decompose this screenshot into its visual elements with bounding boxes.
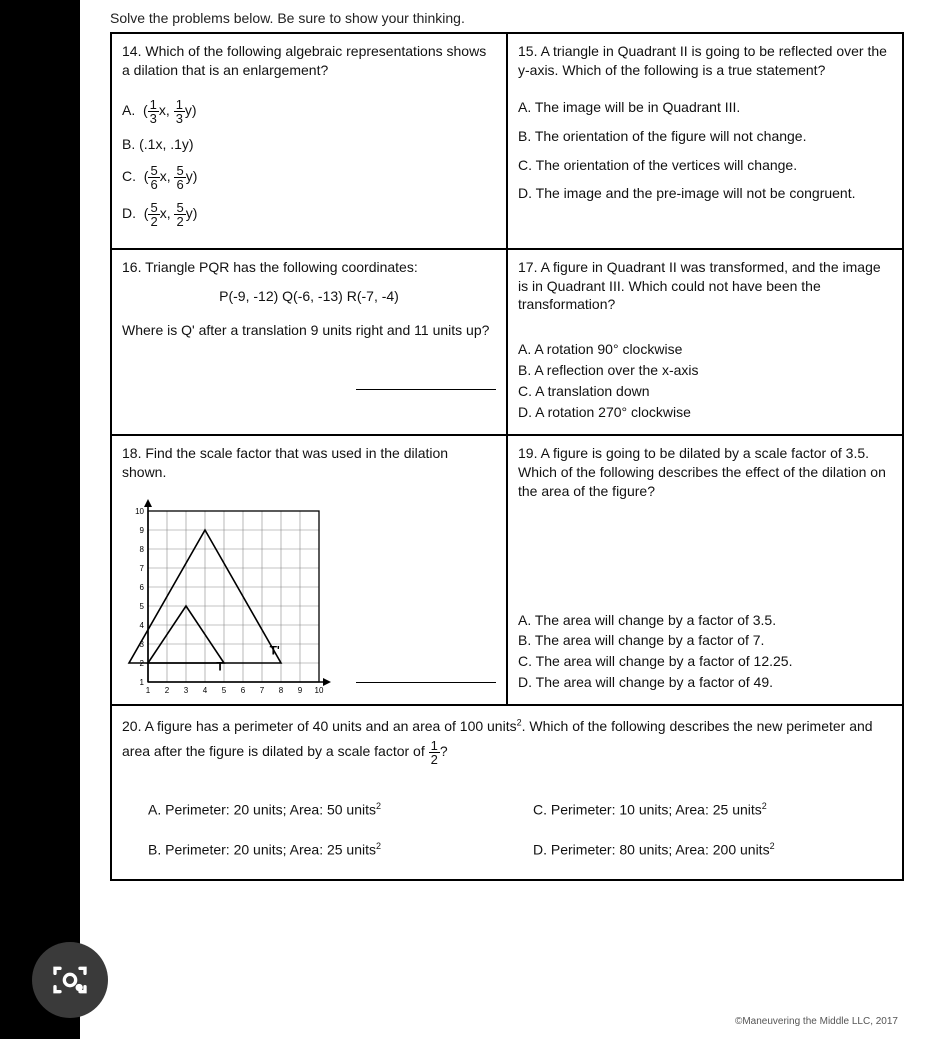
worksheet-page: Solve the problems below. Be sure to sho…	[80, 0, 934, 1039]
svg-text:10: 10	[135, 507, 144, 516]
q20-opt-a: A. Perimeter: 20 units; Area: 50 units2	[122, 790, 507, 830]
camera-icon	[50, 960, 90, 1000]
q17-opt-b: B. A reflection over the x-axis	[518, 361, 892, 380]
q14-prompt: 14. Which of the following algebraic rep…	[122, 42, 496, 80]
svg-text:2: 2	[165, 686, 170, 695]
q20-opt-c: C. Perimeter: 10 units; Area: 25 units2	[507, 790, 892, 830]
q19-opt-a: A. The area will change by a factor of 3…	[518, 611, 892, 630]
q17-opt-d: D. A rotation 270° clockwise	[518, 403, 892, 422]
svg-text:9: 9	[140, 526, 145, 535]
q16-answer-blank	[122, 376, 496, 395]
q15-opt-c: C. The orientation of the vertices will …	[518, 156, 892, 175]
q19-options: A. The area will change by a factor of 3…	[518, 611, 892, 693]
svg-text:6: 6	[140, 583, 145, 592]
cell-q20: 20. A figure has a perimeter of 40 units…	[111, 705, 903, 880]
q17-options: A. A rotation 90° clockwise B. A reflect…	[518, 340, 892, 422]
q16-coordinates: P(-9, -12) Q(-6, -13) R(-7, -4)	[122, 287, 496, 306]
q18-prompt: 18. Find the scale factor that was used …	[122, 444, 496, 482]
q14-options: A. (13x, 13y) B. (.1x, .1y) C. (56x, 56y…	[122, 98, 496, 228]
svg-text:5: 5	[222, 686, 227, 695]
svg-text:4: 4	[203, 686, 208, 695]
camera-search-button[interactable]	[32, 942, 108, 1018]
q19-opt-b: B. The area will change by a factor of 7…	[518, 631, 892, 650]
svg-text:1: 1	[140, 678, 145, 687]
copyright-footer: ©Maneuvering the Middle LLC, 2017	[735, 1016, 898, 1027]
svg-text:T: T	[216, 659, 224, 673]
q20-options: A. Perimeter: 20 units; Area: 50 units2 …	[122, 790, 892, 869]
q14-opt-b: B. (.1x, .1y)	[122, 135, 496, 154]
q17-prompt: 17. A figure in Quadrant II was transfor…	[518, 258, 892, 315]
q15-opt-a: A. The image will be in Quadrant III.	[518, 98, 892, 117]
svg-text:7: 7	[260, 686, 265, 695]
q20-opt-b: B. Perimeter: 20 units; Area: 25 units2	[122, 830, 507, 870]
cell-q14: 14. Which of the following algebraic rep…	[111, 33, 507, 249]
q20-opt-d: D. Perimeter: 80 units; Area: 200 units2	[507, 830, 892, 870]
svg-text:9: 9	[298, 686, 303, 695]
instructions-text: Solve the problems below. Be sure to sho…	[110, 10, 904, 26]
cell-q18: 18. Find the scale factor that was used …	[111, 435, 507, 705]
q17-opt-c: C. A translation down	[518, 382, 892, 401]
svg-text:3: 3	[184, 686, 189, 695]
svg-text:4: 4	[140, 621, 145, 630]
cell-q16: 16. Triangle PQR has the following coord…	[111, 249, 507, 435]
q18-graph: 1234567891012345678910T'T	[122, 486, 344, 694]
svg-text:8: 8	[140, 545, 145, 554]
q15-opt-b: B. The orientation of the figure will no…	[518, 127, 892, 146]
cell-q17: 17. A figure in Quadrant II was transfor…	[507, 249, 903, 435]
q14-opt-d: D. (52x, 52y)	[122, 201, 496, 228]
q18-answer-blank	[356, 669, 496, 694]
q19-prompt: 19. A figure is going to be dilated by a…	[518, 444, 892, 501]
q16-subprompt: Where is Q' after a translation 9 units …	[122, 321, 496, 340]
svg-text:10: 10	[315, 686, 324, 695]
q17-opt-a: A. A rotation 90° clockwise	[518, 340, 892, 359]
svg-text:1: 1	[146, 686, 151, 695]
svg-text:5: 5	[140, 602, 145, 611]
q19-opt-d: D. The area will change by a factor of 4…	[518, 673, 892, 692]
cell-q15: 15. A triangle in Quadrant II is going t…	[507, 33, 903, 249]
q14-opt-a: A. (13x, 13y)	[122, 98, 496, 125]
svg-text:6: 6	[241, 686, 246, 695]
q20-prompt: 20. A figure has a perimeter of 40 units…	[122, 714, 892, 766]
q15-opt-d: D. The image and the pre-image will not …	[518, 184, 892, 203]
q16-prompt: 16. Triangle PQR has the following coord…	[122, 258, 496, 277]
problem-grid: 14. Which of the following algebraic rep…	[110, 32, 904, 881]
svg-text:8: 8	[279, 686, 284, 695]
q15-options: A. The image will be in Quadrant III. B.…	[518, 98, 892, 204]
cell-q19: 19. A figure is going to be dilated by a…	[507, 435, 903, 705]
svg-text:7: 7	[140, 564, 145, 573]
q14-opt-c: C. (56x, 56y)	[122, 164, 496, 191]
svg-text:T': T'	[270, 643, 280, 657]
q15-prompt: 15. A triangle in Quadrant II is going t…	[518, 42, 892, 80]
q19-opt-c: C. The area will change by a factor of 1…	[518, 652, 892, 671]
